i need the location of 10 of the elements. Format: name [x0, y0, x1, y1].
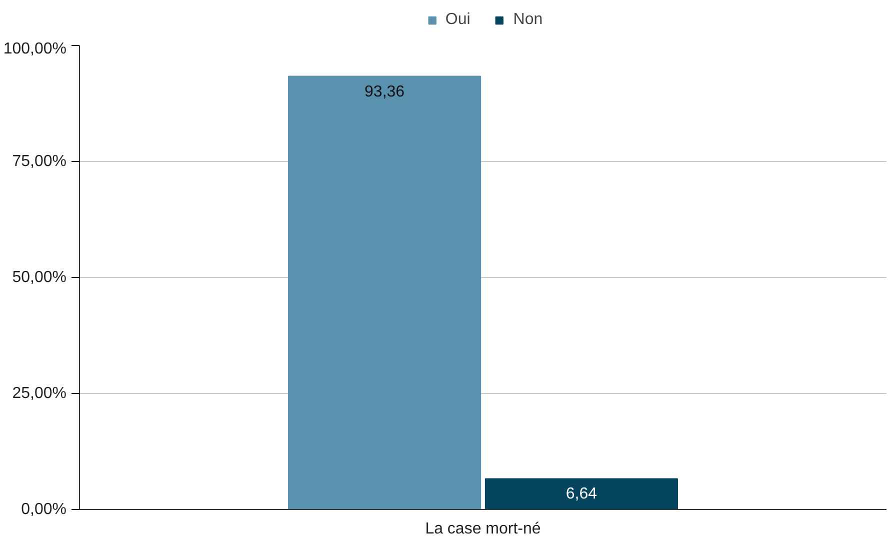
legend-label: Non [513, 11, 543, 29]
y-tick-label: 100,00% [3, 40, 67, 58]
data-label: 6,64 [566, 486, 598, 503]
x-tick-label: La case mort-né [425, 520, 541, 538]
y-tick-label: 50,00% [12, 269, 66, 286]
data-label: 93,36 [364, 83, 405, 100]
y-tick-label: 0,00% [21, 501, 67, 518]
y-tick-label: 25,00% [12, 385, 66, 402]
legend-label: Oui [445, 11, 470, 29]
y-tick-label: 75,00% [12, 153, 66, 170]
